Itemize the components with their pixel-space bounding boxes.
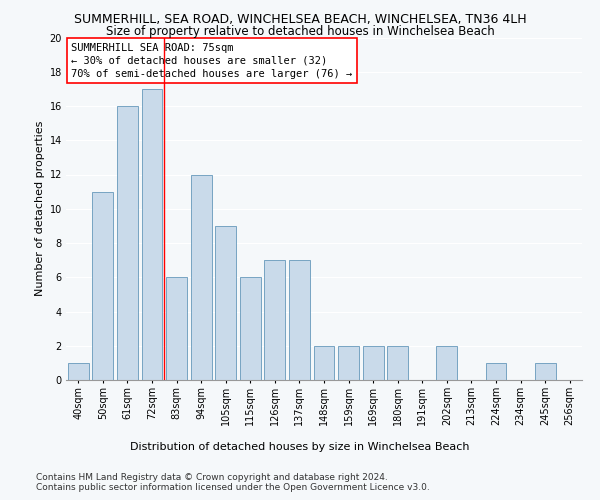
Bar [289, 260, 310, 380]
Text: SUMMERHILL SEA ROAD: 75sqm
← 30% of detached houses are smaller (32)
70% of semi: SUMMERHILL SEA ROAD: 75sqm ← 30% of deta… [71, 42, 352, 79]
Bar [92, 192, 113, 380]
Bar [362, 346, 383, 380]
Text: Contains HM Land Registry data © Crown copyright and database right 2024.: Contains HM Land Registry data © Crown c… [36, 472, 388, 482]
Bar [142, 89, 163, 380]
Text: SUMMERHILL, SEA ROAD, WINCHELSEA BEACH, WINCHELSEA, TN36 4LH: SUMMERHILL, SEA ROAD, WINCHELSEA BEACH, … [74, 12, 526, 26]
Bar [240, 277, 261, 380]
Bar [117, 106, 138, 380]
Bar [387, 346, 408, 380]
Bar [166, 277, 187, 380]
Bar [535, 363, 556, 380]
Bar [338, 346, 359, 380]
Bar [265, 260, 286, 380]
Bar [68, 363, 89, 380]
Text: Size of property relative to detached houses in Winchelsea Beach: Size of property relative to detached ho… [106, 25, 494, 38]
Bar [215, 226, 236, 380]
Text: Contains public sector information licensed under the Open Government Licence v3: Contains public sector information licen… [36, 484, 430, 492]
Bar [436, 346, 457, 380]
Bar [191, 174, 212, 380]
Bar [314, 346, 334, 380]
Y-axis label: Number of detached properties: Number of detached properties [35, 121, 45, 296]
Text: Distribution of detached houses by size in Winchelsea Beach: Distribution of detached houses by size … [130, 442, 470, 452]
Bar [485, 363, 506, 380]
